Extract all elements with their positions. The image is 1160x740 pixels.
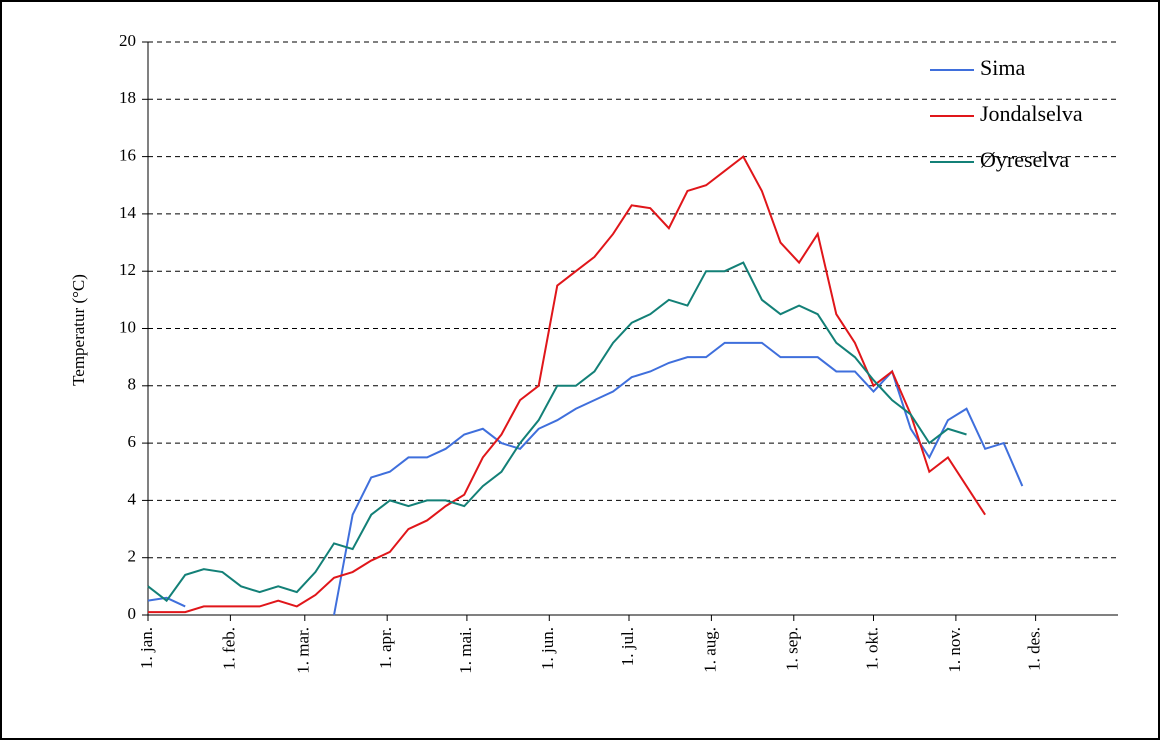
y-tick-label: 6 [128, 432, 137, 451]
y-tick-label: 0 [128, 604, 137, 623]
x-tick-label: 1. sep. [783, 627, 802, 671]
y-tick-label: 12 [119, 260, 136, 279]
legend-label: Sima [980, 55, 1025, 80]
legend-label: Jondalselva [980, 101, 1083, 126]
x-tick-label: 1. jun. [538, 627, 557, 670]
x-tick-label: 1. feb. [219, 627, 238, 670]
y-tick-label: 18 [119, 88, 136, 107]
y-tick-label: 10 [119, 317, 136, 336]
legend-label: Øyreselva [980, 147, 1069, 172]
y-tick-label: 2 [128, 547, 137, 566]
x-tick-label: 1. mai. [456, 627, 475, 674]
y-tick-label: 20 [119, 31, 136, 50]
series-line [148, 155, 986, 614]
x-tick-label: 1. jan. [137, 627, 156, 669]
y-axis-label: Temperatur (°C) [69, 274, 88, 386]
y-tick-label: 16 [119, 146, 136, 165]
y-tick-label: 4 [128, 489, 137, 508]
x-tick-label: 1. des. [1025, 627, 1044, 671]
x-tick-label: 1. mar. [294, 627, 313, 674]
y-tick-label: 8 [128, 375, 137, 394]
x-tick-label: 1. okt. [862, 627, 881, 670]
x-tick-label: 1. aug. [700, 627, 719, 673]
series-line [147, 261, 967, 603]
y-tick-label: 14 [119, 203, 137, 222]
x-tick-label: 1. jul. [618, 627, 637, 666]
series-line [147, 341, 1024, 616]
x-tick-label: 1. nov. [945, 627, 964, 673]
x-tick-label: 1. apr. [376, 627, 395, 669]
